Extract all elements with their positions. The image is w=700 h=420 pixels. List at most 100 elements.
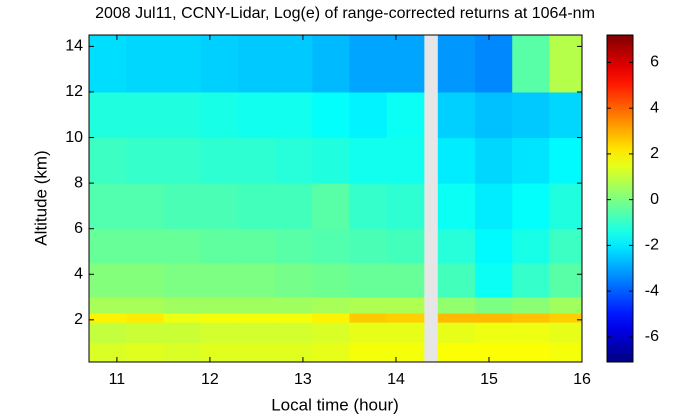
heatmap-cell [126,322,164,344]
heatmap-cell [89,313,127,323]
heatmap-cell [200,262,239,298]
heatmap-cell [549,297,583,314]
heatmap-cell [89,297,127,314]
heatmap-cell [275,313,313,323]
heatmap-cell [386,35,425,93]
heatmap-cell [386,342,425,363]
heatmap-cell [126,91,164,139]
heatmap-cell [512,313,550,323]
heatmap-cell [163,262,202,298]
heatmap-cell [89,137,127,184]
y-tick-label: 10 [65,129,83,146]
heatmap-cell [126,137,164,184]
heatmap-cell [200,228,239,264]
heatmap-cell [126,35,164,93]
y-tick-label: 4 [74,265,83,282]
heatmap-cell [475,313,513,323]
heatmap-cell [437,322,476,344]
heatmap-cell [163,91,202,139]
y-axis-label: Altitude (km) [31,150,50,245]
heatmap-cell [437,313,476,323]
heatmap-cell [237,297,276,314]
colorbar-tick-label: 2 [650,145,659,162]
heatmap-cell [126,228,164,264]
heatmap-cell [126,342,164,363]
heatmap-cell [200,35,239,93]
heatmap-cell [386,228,425,264]
heatmap-cell [275,228,313,264]
x-tick-label: 14 [387,371,405,388]
heatmap-cell [475,137,513,184]
heatmap-cell [163,342,202,363]
heatmap-cell [549,35,583,93]
heatmap-cell [475,183,513,230]
heatmap-cell [386,91,425,139]
heatmap-cell [437,91,476,139]
heatmap-cell [386,322,425,344]
x-tick-label: 11 [109,371,126,388]
colorbar-tick-label: -2 [645,237,659,254]
colorbar-tick-label: 6 [650,54,659,71]
heatmap-cell [312,228,350,264]
heatmap-cell [163,313,202,323]
heatmap-cell [163,297,202,314]
colorbar [606,34,634,363]
heatmap-cell [312,183,350,230]
heatmap-cell [349,183,388,230]
heatmap-cell [237,35,276,93]
colorbar-tick-label: -4 [645,282,659,299]
heatmap-cell [200,91,239,139]
heatmap-cell [312,137,350,184]
heatmap-cell [237,91,276,139]
heatmap-cell [437,183,476,230]
heatmap-cell [200,313,239,323]
chart-title: 2008 Jul11, CCNY-Lidar, Log(e) of range-… [95,5,595,22]
x-axis-label: Local time (hour) [271,395,399,414]
heatmap-cell [512,137,550,184]
heatmap-cell [349,35,388,93]
heatmap-cell [275,183,313,230]
heatmap-cell [549,262,583,298]
heatmap-cell [386,313,425,323]
heatmap-cell [549,322,583,344]
heatmap-cell [512,322,550,344]
heatmap-cell [437,137,476,184]
heatmap-cell [386,297,425,314]
heatmap-cell [200,342,239,363]
heatmap-cell [386,262,425,298]
heatmap-cell [312,35,350,93]
heatmap-cell [275,297,313,314]
heatmap-cell [475,91,513,139]
heatmap-cell [475,322,513,344]
heatmap-cell [512,91,550,139]
x-tick-label: 13 [294,371,312,388]
heatmap-cell [475,35,513,93]
heatmap-cell [237,313,276,323]
heatmap-cell [126,297,164,314]
heatmap-cell [312,91,350,139]
colorbar-tick-label: -6 [645,328,659,345]
y-tick-label: 6 [74,220,83,237]
heatmap-cell [200,183,239,230]
y-tick-label: 2 [74,311,83,328]
heatmap-cell [349,137,388,184]
heatmap-cell [349,313,388,323]
heatmap-cell [549,313,583,323]
heatmap-cell [89,35,127,93]
heatmap-cell [549,91,583,139]
heatmap-cell [475,297,513,314]
heatmap-cell [126,262,164,298]
colorbar-tick-label: 4 [650,99,659,116]
heatmap-cell [163,183,202,230]
heatmap-cell [89,322,127,344]
heatmap-cell [549,342,583,363]
y-tick-label: 14 [65,38,83,55]
heatmap-cell [163,228,202,264]
heatmap-cell [349,262,388,298]
heatmap-cell [89,342,127,363]
heatmap-cell [349,297,388,314]
heatmap-cell [163,35,202,93]
heatmap-cell [275,322,313,344]
heatmap-cell [237,228,276,264]
